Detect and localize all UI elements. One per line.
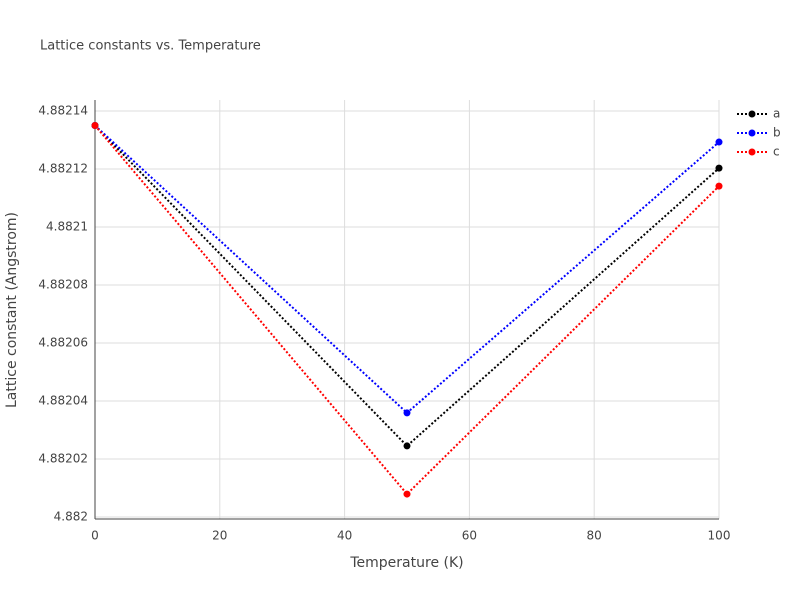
legend-label: c (773, 145, 780, 159)
x-tick-label: 40 (337, 529, 352, 543)
series-line (94, 124, 720, 496)
x-axis-title: Temperature (K) (349, 555, 463, 571)
x-tick-label: 20 (212, 529, 227, 543)
legend-marker (748, 129, 756, 137)
point (715, 164, 723, 172)
y-tick-label: 4.88212 (38, 162, 88, 176)
legend-marker (748, 110, 756, 118)
y-tick-label: 4.88202 (38, 451, 88, 465)
y-tick-label: 4.882 (54, 509, 88, 523)
point (715, 138, 723, 146)
y-tick-label: 4.88208 (38, 277, 88, 291)
y-tick-label: 4.88204 (38, 393, 88, 407)
x-tick-label: 80 (587, 529, 602, 543)
legend-marker (748, 148, 756, 156)
point (91, 122, 99, 130)
x-tick-label: 0 (91, 529, 99, 543)
point (403, 409, 411, 417)
y-tick-label: 4.88214 (38, 104, 88, 118)
x-tick-label: 100 (708, 529, 731, 543)
point (715, 182, 723, 190)
point (403, 442, 411, 450)
y-axis-title: Lattice constant (Angstrom) (4, 212, 20, 408)
point (403, 490, 411, 498)
y-tick-label: 4.88206 (38, 335, 88, 349)
chart-title: Lattice constants vs. Temperature (40, 39, 261, 54)
series-line (94, 124, 720, 448)
y-tick-label: 4.8821 (46, 220, 88, 234)
x-tick-label: 60 (462, 529, 477, 543)
legend-label: a (773, 107, 780, 121)
legend-label: b (773, 126, 781, 140)
